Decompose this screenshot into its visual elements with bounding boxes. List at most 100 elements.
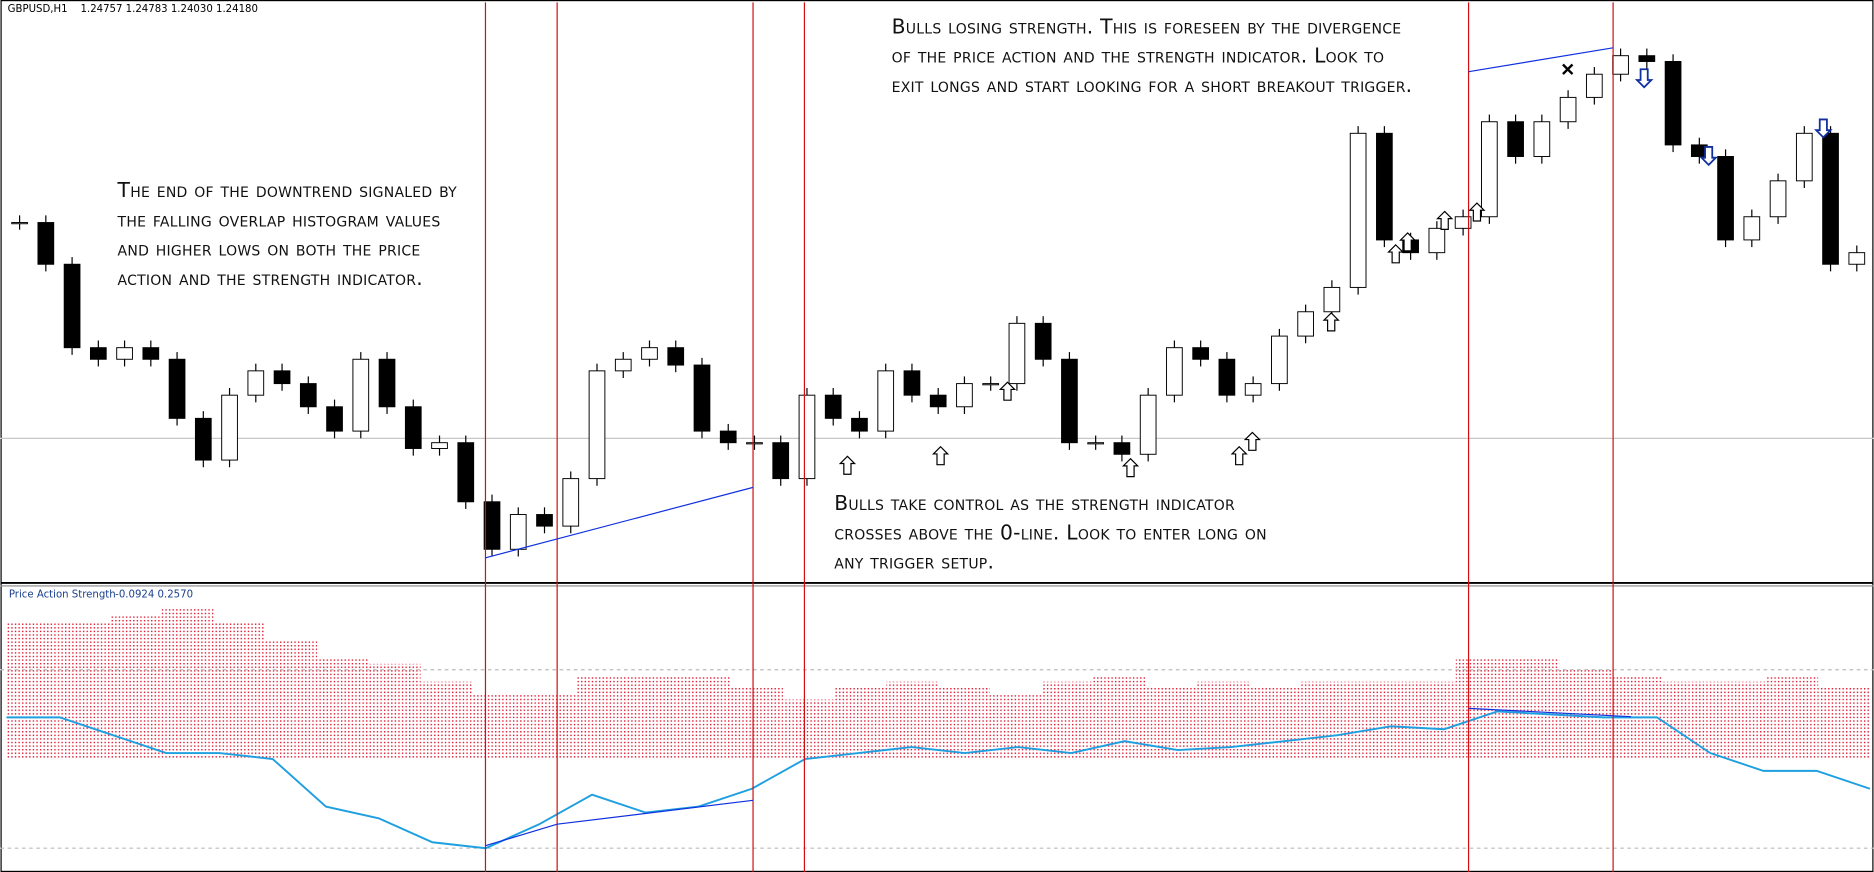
annotation-text: the falling overlap histogram values bbox=[117, 207, 441, 231]
histogram-bar bbox=[886, 681, 939, 759]
candle bbox=[746, 442, 763, 445]
candle bbox=[1769, 180, 1787, 218]
annotation-text: action and the strength indicator. bbox=[118, 266, 423, 290]
buy-arrow bbox=[1121, 457, 1140, 478]
histogram-bar bbox=[1041, 681, 1094, 759]
annotation-text: any trigger setup. bbox=[834, 550, 994, 574]
candle bbox=[1612, 55, 1629, 75]
histogram-bar bbox=[627, 675, 680, 759]
buy-arrow bbox=[1243, 431, 1261, 451]
histogram-bar bbox=[213, 622, 266, 759]
candle bbox=[824, 394, 842, 419]
candle bbox=[352, 358, 370, 432]
candle bbox=[903, 370, 921, 396]
candle bbox=[37, 222, 55, 265]
histogram-bar bbox=[1300, 681, 1353, 759]
candle bbox=[116, 347, 133, 360]
candle bbox=[641, 347, 658, 360]
trend-line bbox=[485, 823, 558, 847]
annotation-text: and higher lows on both the price bbox=[118, 237, 421, 261]
annotation-text: crosses above the 0-line. Look to enter … bbox=[834, 520, 1267, 544]
trend-line bbox=[485, 486, 754, 559]
candle bbox=[1113, 442, 1131, 455]
histogram-bar bbox=[1248, 687, 1301, 759]
sell-arrow bbox=[1634, 68, 1654, 89]
histogram-bar bbox=[575, 675, 628, 759]
histogram-bar bbox=[1714, 681, 1767, 759]
candle bbox=[221, 394, 238, 461]
candle bbox=[1507, 121, 1524, 157]
candle bbox=[1139, 394, 1157, 455]
candle bbox=[404, 406, 422, 449]
candle bbox=[194, 417, 212, 461]
trend-line bbox=[557, 799, 754, 825]
candle bbox=[929, 394, 947, 408]
symbol: GBPUSD,H1 bbox=[8, 4, 68, 15]
histogram-bar bbox=[420, 681, 473, 759]
candle bbox=[798, 394, 816, 480]
histogram-bar bbox=[1507, 657, 1560, 759]
candle bbox=[562, 478, 580, 527]
candle bbox=[1822, 132, 1839, 265]
candle bbox=[1166, 347, 1183, 396]
candle bbox=[1454, 216, 1472, 229]
histogram-bar bbox=[265, 640, 318, 759]
candle bbox=[1087, 442, 1105, 445]
annotation-text: The end of the downtrend signaled by bbox=[117, 178, 458, 202]
histogram-bar bbox=[782, 699, 835, 759]
histogram-bar bbox=[317, 657, 369, 759]
candle bbox=[1008, 322, 1026, 385]
candle bbox=[247, 370, 265, 396]
buy-arrow bbox=[1436, 210, 1454, 230]
buy-arrow bbox=[1230, 445, 1248, 466]
histogram-bar bbox=[58, 622, 110, 759]
histogram-bar bbox=[1404, 681, 1456, 759]
candle bbox=[1533, 121, 1551, 157]
candle bbox=[1323, 286, 1341, 313]
candle bbox=[1349, 132, 1367, 288]
buy-arrow bbox=[931, 445, 950, 466]
buy-arrow bbox=[998, 381, 1017, 401]
histogram-bar bbox=[161, 607, 214, 759]
candle bbox=[614, 358, 632, 372]
indicator-name: Price Action Strength bbox=[9, 589, 116, 600]
candle bbox=[11, 222, 28, 225]
candle bbox=[693, 364, 711, 432]
histogram-bar bbox=[368, 663, 421, 759]
candle bbox=[1271, 335, 1288, 385]
buy-arrow bbox=[1387, 244, 1405, 264]
candle bbox=[1559, 96, 1577, 123]
candle bbox=[89, 347, 107, 360]
candle bbox=[1795, 132, 1813, 182]
buy-arrow bbox=[1468, 202, 1486, 222]
histogram-bar bbox=[679, 675, 732, 759]
candle bbox=[1428, 227, 1446, 254]
candle bbox=[457, 442, 475, 503]
candle bbox=[273, 370, 291, 385]
candle bbox=[1481, 121, 1498, 218]
trend-line bbox=[1468, 47, 1614, 73]
candle bbox=[299, 383, 317, 408]
candle bbox=[378, 358, 396, 408]
histogram-bar bbox=[1352, 681, 1405, 759]
candle bbox=[483, 501, 501, 550]
annotation-text: of the price action and the strength ind… bbox=[892, 44, 1385, 68]
annotations: The end of the downtrend signaled by the … bbox=[117, 14, 1413, 573]
annotation-text: exit longs and start looking for a short… bbox=[892, 73, 1413, 97]
candle bbox=[1717, 156, 1734, 241]
annotation-text: Bulls losing strength. This is foreseen … bbox=[892, 14, 1402, 38]
candle bbox=[1585, 73, 1603, 98]
histogram-bar bbox=[1093, 675, 1146, 759]
trend-line bbox=[1468, 707, 1632, 718]
candle bbox=[326, 406, 343, 432]
ohlc: 1.24757 1.24783 1.24030 1.24180 bbox=[81, 4, 258, 15]
histogram-bar bbox=[938, 687, 990, 759]
candle bbox=[1061, 358, 1078, 444]
indicator-readout: -0.0924 0.2570 bbox=[115, 589, 193, 600]
candle bbox=[1743, 216, 1761, 241]
candle bbox=[667, 347, 685, 366]
candle bbox=[168, 358, 186, 419]
